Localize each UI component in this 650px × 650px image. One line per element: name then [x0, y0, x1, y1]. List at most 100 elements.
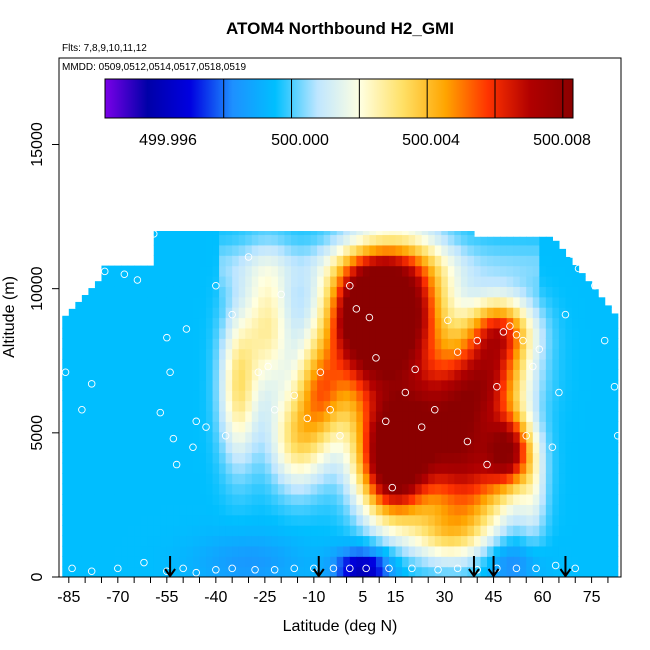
heatmap-cell — [206, 442, 214, 454]
heatmap-cell — [578, 275, 586, 287]
heatmap-cell — [565, 390, 573, 402]
heatmap-cell — [199, 338, 207, 350]
heatmap-cell — [447, 431, 455, 443]
heatmap-cell — [199, 296, 207, 308]
heatmap-cell — [232, 431, 240, 443]
heatmap-cell — [585, 431, 593, 443]
heatmap-cell — [454, 327, 462, 339]
heatmap-cell — [408, 556, 416, 568]
heatmap-cell — [251, 452, 259, 464]
heatmap-cell — [598, 556, 606, 568]
heatmap-cell — [389, 452, 397, 464]
heatmap-cell — [441, 473, 449, 485]
heatmap-cell — [454, 483, 462, 495]
observation-point — [192, 417, 200, 426]
heatmap-cell — [480, 421, 488, 433]
heatmap-cell — [108, 556, 116, 568]
heatmap-cell — [238, 244, 246, 256]
heatmap-cell — [173, 244, 181, 256]
heatmap-cell — [127, 369, 135, 381]
heatmap-cell — [219, 379, 227, 391]
observation-point — [192, 568, 200, 577]
heatmap-cell — [140, 504, 148, 516]
heatmap-cell — [552, 379, 560, 391]
observation-point — [310, 564, 318, 573]
heatmap-cell — [336, 525, 344, 537]
heatmap-cell — [199, 442, 207, 454]
heatmap-cell — [147, 265, 155, 277]
y-tick-label: 10000 — [29, 266, 46, 311]
heatmap-cell — [539, 296, 547, 308]
heatmap-cell — [277, 255, 286, 267]
observation-point — [512, 331, 521, 339]
heatmap-cell — [460, 431, 469, 443]
heatmap-cell — [238, 473, 246, 485]
heatmap-cell — [336, 514, 344, 526]
heatmap-cell — [382, 493, 390, 505]
heatmap-cell — [251, 493, 259, 505]
heatmap-cell — [506, 473, 514, 485]
heatmap-cell — [506, 286, 514, 298]
heatmap-cell — [134, 317, 142, 329]
heatmap-cell — [441, 431, 449, 443]
heatmap-cell — [336, 317, 344, 329]
heatmap-cell — [585, 442, 593, 454]
heatmap-cell — [526, 286, 534, 298]
heatmap-cell — [467, 359, 475, 370]
heatmap-cell — [611, 566, 619, 577]
x-tick-label: 5 — [358, 589, 367, 606]
heatmap-cell — [428, 504, 436, 516]
heatmap-cell — [375, 525, 384, 537]
heatmap-cell — [310, 234, 318, 246]
heatmap-cell — [75, 338, 83, 350]
heatmap-cell — [500, 359, 508, 370]
heatmap-cell — [415, 307, 423, 319]
observation-point — [221, 431, 230, 440]
heatmap-cell — [447, 493, 455, 505]
heatmap-cell — [121, 338, 129, 350]
heatmap-cell — [212, 286, 220, 298]
heatmap-cell — [225, 338, 233, 350]
heatmap-cell — [441, 566, 449, 577]
heatmap-cell — [304, 504, 312, 516]
heatmap-cell — [375, 348, 384, 360]
heatmap-cell — [369, 296, 377, 308]
heatmap-cell — [284, 244, 292, 256]
heatmap-cell — [173, 390, 181, 402]
observation-point — [270, 406, 279, 414]
heatmap-cell — [454, 452, 462, 464]
heatmap-cell — [206, 255, 214, 267]
heatmap-cell — [147, 348, 155, 360]
heatmap-cell — [336, 421, 344, 433]
heatmap-cell — [153, 473, 161, 485]
heatmap-cell — [75, 317, 83, 329]
heatmap-cell — [88, 452, 96, 464]
heatmap-cell — [356, 348, 364, 360]
heatmap-cell — [323, 400, 331, 412]
heatmap-cell — [323, 234, 331, 246]
heatmap-cell — [441, 296, 449, 308]
heatmap-cell — [336, 275, 344, 287]
heatmap-cell — [500, 255, 508, 267]
heatmap-cell — [480, 431, 488, 443]
heatmap-cell — [186, 400, 194, 412]
heatmap-cell — [147, 556, 155, 568]
heatmap-cell — [127, 265, 135, 277]
heatmap-cell — [532, 566, 540, 577]
heatmap-cell — [454, 255, 462, 267]
heatmap-cell — [192, 431, 201, 443]
heatmap-cell — [611, 462, 619, 474]
heatmap-cell — [369, 400, 377, 412]
heatmap-cell — [323, 442, 331, 454]
heatmap-cell — [402, 535, 410, 547]
heatmap-cell — [127, 452, 135, 464]
heatmap-cell — [251, 296, 259, 308]
heatmap-cell — [558, 525, 567, 537]
heatmap-cell — [199, 369, 207, 381]
x-axis: -85 -70 -55 -40 -25 -10 5 15 30 45 60 75 — [57, 577, 609, 606]
heatmap-cell — [480, 410, 488, 422]
heatmap-cell — [493, 452, 501, 464]
heatmap-cell — [264, 317, 272, 329]
heatmap-cell — [179, 359, 188, 370]
observation-point — [362, 564, 370, 573]
